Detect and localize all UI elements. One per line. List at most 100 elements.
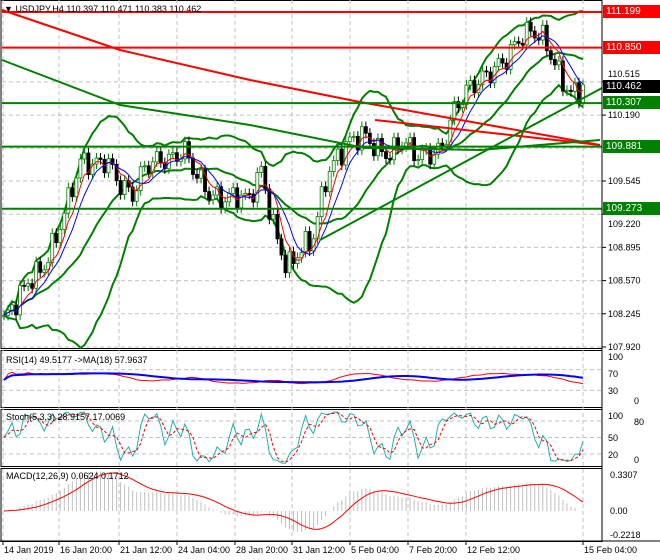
candle-body [62, 212, 67, 230]
candle-body [191, 157, 195, 175]
stoch-tick-label: 100 [608, 411, 623, 421]
price-level-tag: 111.199 [603, 5, 660, 18]
candle-body [259, 165, 264, 173]
candle-body [460, 104, 465, 109]
x-tick-label: 21 Jan 12:00 [120, 545, 172, 555]
y-tick-label: 110.515 [608, 69, 640, 79]
candle-body [452, 101, 457, 121]
y-tick-label: 108.895 [608, 242, 641, 252]
candle-body [54, 233, 59, 244]
candle-body [307, 231, 312, 252]
candle-body [94, 157, 99, 165]
stoch-tick-label: 50 [608, 433, 618, 443]
candle-body [319, 186, 324, 218]
candle-body [86, 152, 91, 175]
candle-body [416, 159, 421, 162]
candle-body [118, 180, 123, 195]
candle-body [552, 59, 557, 66]
candle-body [247, 193, 252, 195]
bollinger-lower [3, 83, 584, 350]
candle-body [243, 193, 248, 196]
candle-body [199, 169, 203, 179]
candle-body [556, 60, 561, 66]
candle-body [287, 251, 292, 274]
candle-body [528, 21, 533, 32]
candle-body [488, 71, 493, 84]
ohlc-values: 110.397 110.471 110.383 110.462 [66, 4, 202, 14]
candle-body [331, 160, 336, 172]
candle-body [207, 191, 211, 201]
candle-body [267, 188, 272, 220]
y-tick-label: 109.545 [608, 176, 641, 186]
macd-tick-label: 0.3307 [610, 470, 638, 480]
candle-body [158, 151, 163, 164]
x-tick-label: 24 Jan 04:00 [178, 545, 230, 555]
candle-body [569, 89, 573, 92]
stoch-signal-line [3, 412, 584, 463]
x-tick-label: 28 Jan 20:00 [236, 545, 288, 555]
candle-body [516, 41, 521, 44]
candle-body [195, 174, 199, 179]
x-tick-label: 14 Jan 2019 [4, 545, 54, 555]
candle-body [484, 70, 489, 73]
stoch-label: Stoch(5,3,3) 28.9157 17.0069 [6, 412, 126, 422]
candle-body [78, 158, 83, 179]
candle-body [90, 163, 95, 175]
candle-body [134, 190, 139, 202]
candle-body [170, 152, 175, 155]
candle-body [263, 165, 268, 190]
stoch-tick-label: 20 [608, 450, 618, 460]
candle-body [275, 214, 280, 240]
candle-body [388, 158, 392, 161]
x-tick-label: 31 Jan 12:00 [293, 545, 345, 555]
candle-body [142, 165, 147, 168]
rsi-tick-label: 0 [634, 396, 639, 406]
stoch-tick-label: 0 [634, 455, 639, 465]
red-trendline-2 [374, 119, 601, 146]
candle-body [548, 50, 553, 60]
candle-body [187, 141, 191, 159]
candle-body [335, 148, 340, 161]
menu-triangle-icon[interactable]: ▼ [4, 4, 13, 14]
x-tick-label: 16 Jan 20:00 [60, 545, 112, 555]
candle-body [480, 70, 485, 86]
macd-signal-line [3, 472, 584, 530]
candle-body [38, 261, 43, 273]
x-tick-label: 12 Feb 12:00 [467, 545, 520, 555]
candle-body [456, 101, 461, 109]
rsi-tick-label: 70 [608, 369, 618, 379]
candle-body [347, 136, 352, 143]
price-level-tag: 109.273 [603, 201, 660, 215]
candle-body [34, 261, 39, 289]
candle-body [66, 187, 71, 214]
candle-body [323, 186, 328, 193]
candle-body [2, 314, 6, 317]
candle-body [110, 158, 115, 165]
candle-body [223, 201, 228, 209]
candle-body [138, 166, 143, 191]
candle-body [532, 30, 537, 39]
y-tick-label: 108.245 [608, 309, 641, 319]
candle-body [283, 254, 288, 274]
candle-body [150, 161, 155, 174]
candle-body [22, 284, 27, 287]
candle-body [343, 141, 348, 166]
candle-body [70, 187, 75, 198]
candle-body [146, 165, 151, 174]
price-level-tag: 109.881 [603, 139, 660, 153]
candle-body [524, 21, 529, 46]
green-trendline-2 [1, 59, 601, 152]
candle-body [219, 186, 224, 209]
candle-body [363, 126, 368, 134]
x-tick-label: 5 Feb 04:00 [351, 545, 399, 555]
chart-title-row: ▼ USDJPY,H4 110.397 110.471 110.383 110.… [4, 4, 201, 14]
stoch-main-line [3, 411, 584, 464]
candle-body [98, 157, 103, 160]
stoch-tick-label: 80 [634, 417, 644, 427]
ma-slow-line [3, 35, 584, 316]
rsi-tick-label: 100 [608, 352, 623, 362]
candle-body [565, 89, 569, 92]
candle-body [327, 171, 332, 193]
